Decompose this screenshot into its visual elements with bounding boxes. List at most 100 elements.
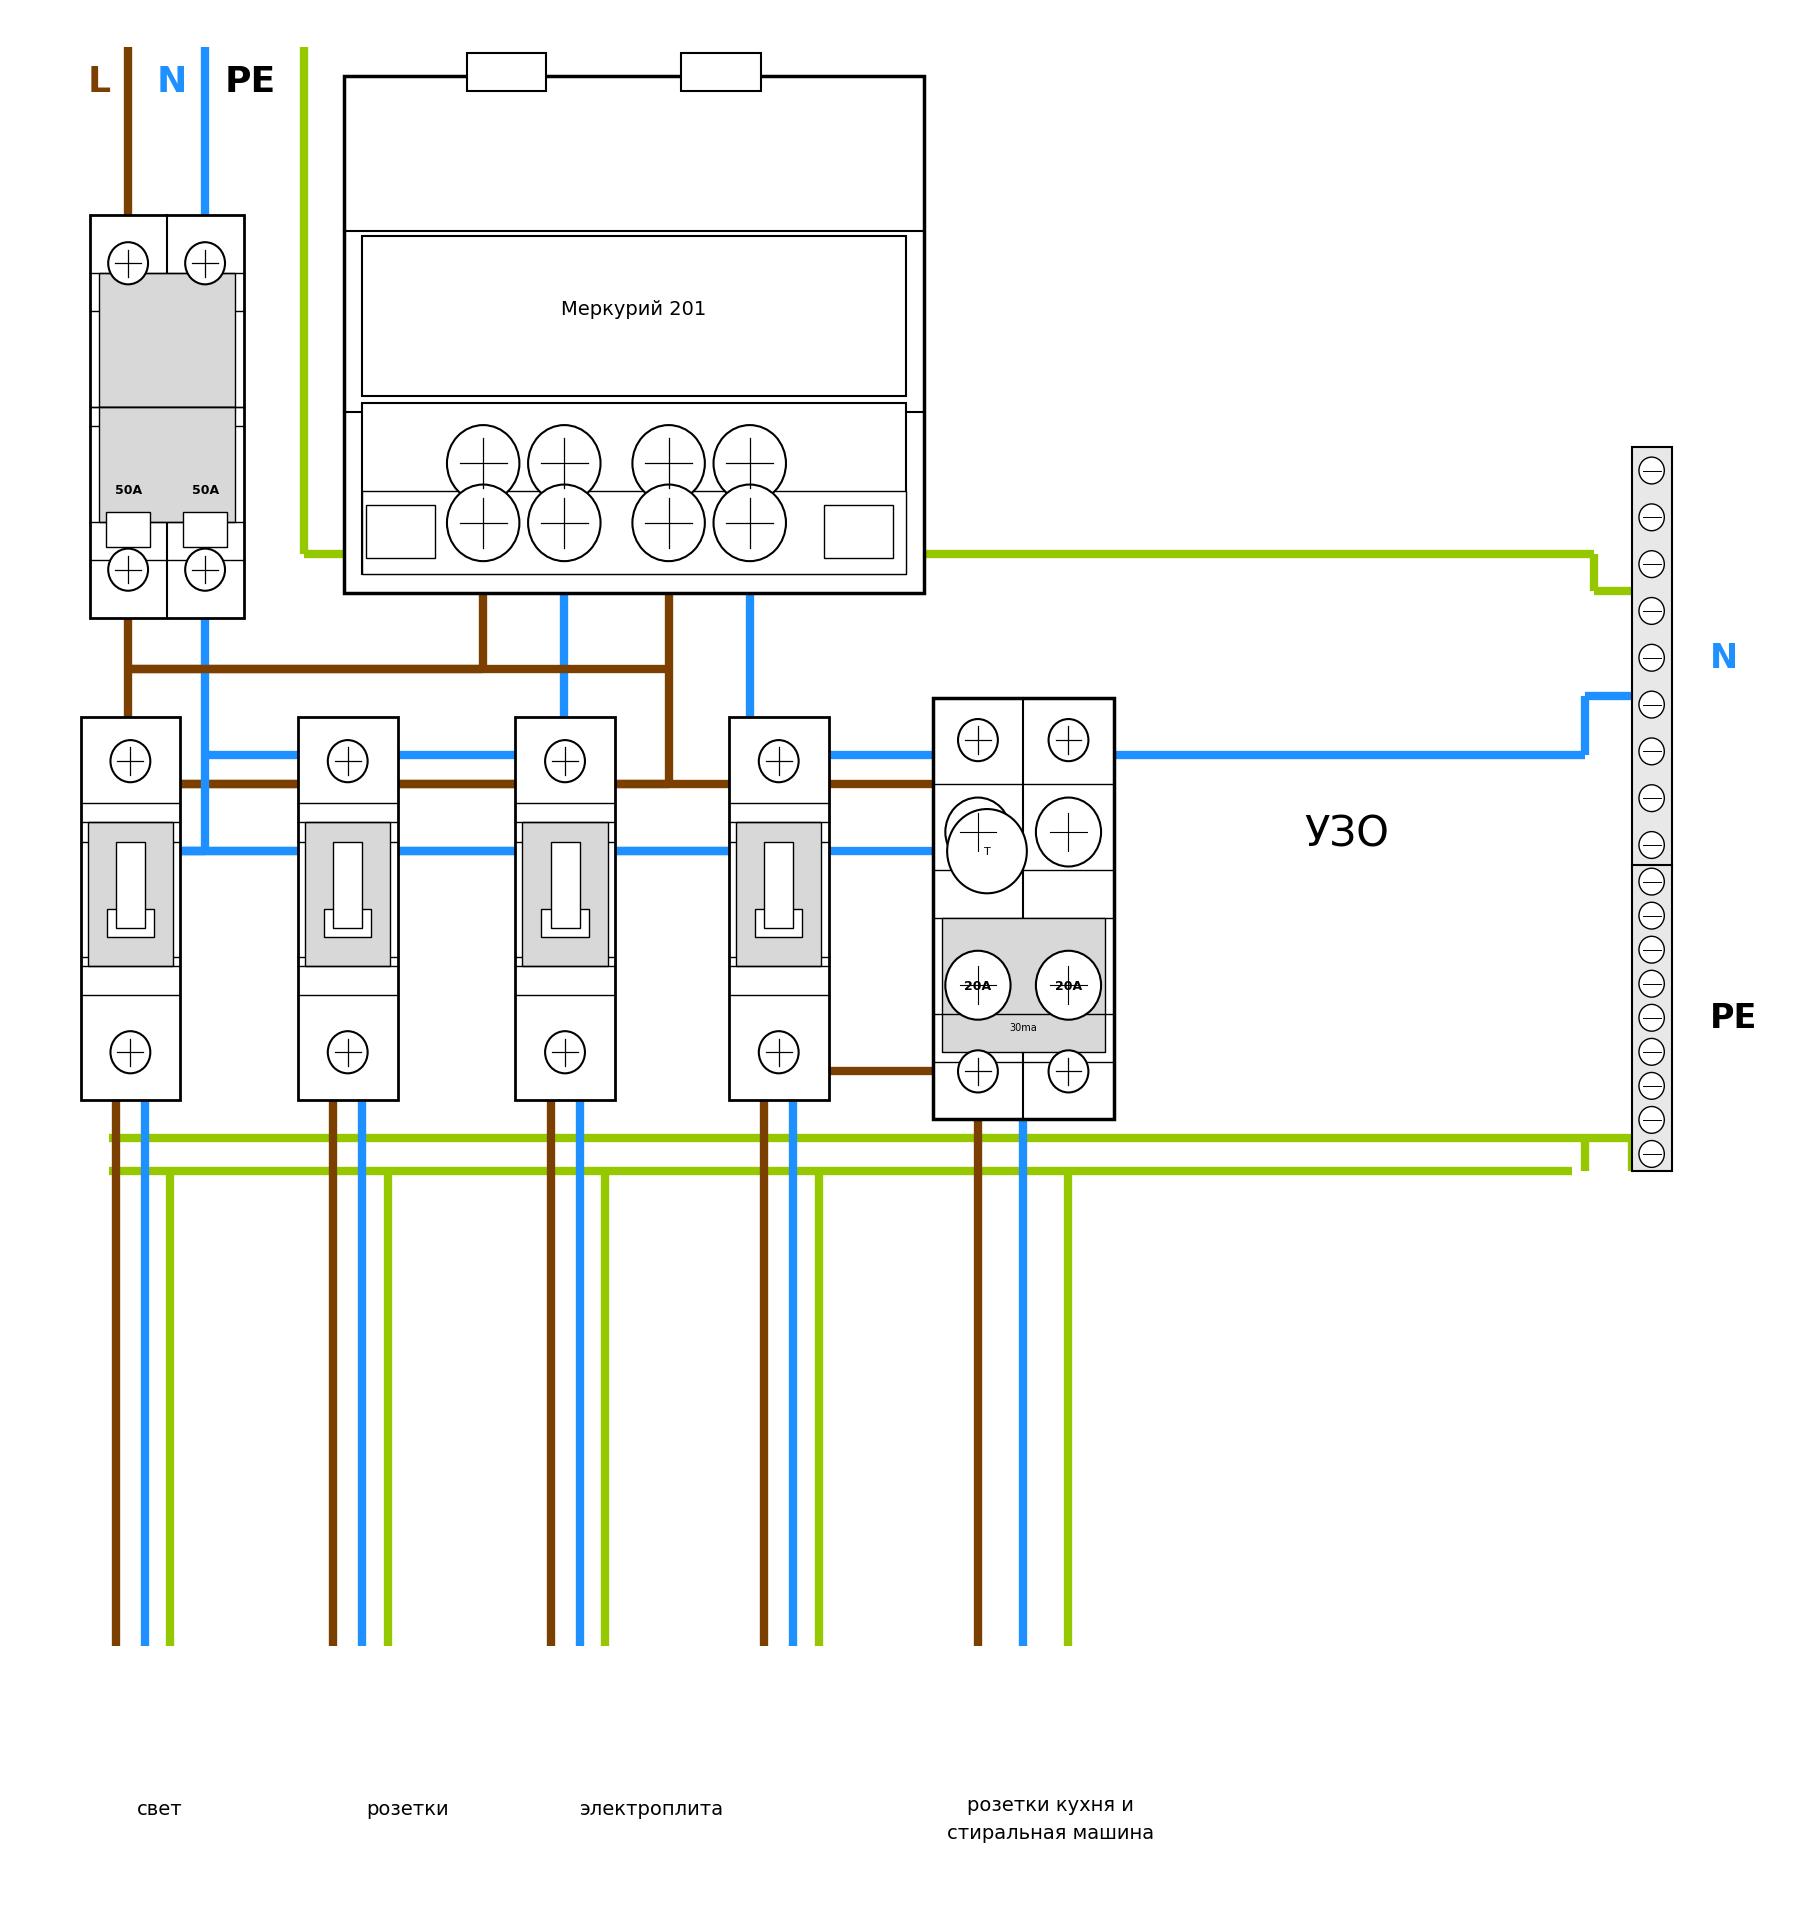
Circle shape <box>1639 869 1664 896</box>
Circle shape <box>1639 970 1664 997</box>
Text: 16A: 16A <box>335 884 360 896</box>
Circle shape <box>759 741 799 783</box>
Text: PE: PE <box>1710 1001 1757 1035</box>
Text: N: N <box>1710 641 1739 676</box>
Circle shape <box>1639 691 1664 718</box>
Text: Меркурий 201: Меркурий 201 <box>561 300 706 318</box>
Circle shape <box>1639 645 1664 672</box>
Circle shape <box>714 486 786 563</box>
Text: 16A: 16A <box>766 884 791 896</box>
Circle shape <box>447 486 520 563</box>
Circle shape <box>328 741 368 783</box>
Text: УЗО: УЗО <box>1304 813 1389 856</box>
Circle shape <box>545 1032 585 1074</box>
Circle shape <box>958 1051 998 1093</box>
Bar <box>304 823 391 967</box>
Circle shape <box>632 427 704 503</box>
Circle shape <box>1639 903 1664 930</box>
Circle shape <box>1639 739 1664 766</box>
Text: 50A: 50A <box>192 484 219 496</box>
Circle shape <box>1639 785 1664 812</box>
Bar <box>551 842 580 928</box>
Bar <box>89 216 243 618</box>
Bar <box>107 909 154 938</box>
Circle shape <box>1639 599 1664 626</box>
Text: PE: PE <box>225 65 275 100</box>
Circle shape <box>1639 936 1664 963</box>
Bar <box>324 909 371 938</box>
Circle shape <box>1639 1039 1664 1066</box>
Circle shape <box>529 486 601 563</box>
Circle shape <box>1639 551 1664 578</box>
Circle shape <box>185 549 225 591</box>
Text: 10A: 10A <box>118 884 143 896</box>
Circle shape <box>1639 833 1664 859</box>
Circle shape <box>1639 1106 1664 1133</box>
Bar <box>344 77 924 593</box>
Bar <box>755 909 802 938</box>
Text: 50A: 50A <box>114 484 141 496</box>
Text: T: T <box>983 846 991 857</box>
Bar <box>522 823 607 967</box>
Circle shape <box>714 427 786 503</box>
Circle shape <box>1049 1051 1088 1093</box>
Circle shape <box>109 243 149 285</box>
Circle shape <box>109 549 149 591</box>
Text: N: N <box>158 65 187 100</box>
Circle shape <box>759 1032 799 1074</box>
Bar <box>735 823 820 967</box>
Circle shape <box>945 798 1011 867</box>
Circle shape <box>947 810 1027 894</box>
Bar <box>116 842 145 928</box>
Circle shape <box>1036 951 1101 1020</box>
Text: свет: свет <box>136 1799 183 1818</box>
Bar <box>98 408 235 523</box>
Circle shape <box>529 427 601 503</box>
Text: электроплита: электроплита <box>580 1799 724 1818</box>
Bar <box>183 513 226 547</box>
Bar <box>824 505 893 559</box>
Bar <box>514 718 614 1101</box>
Bar <box>297 718 398 1101</box>
Bar <box>362 237 906 396</box>
Circle shape <box>110 1032 150 1074</box>
Text: 30ma: 30ma <box>1009 1022 1038 1034</box>
Circle shape <box>958 720 998 762</box>
Bar <box>681 54 761 92</box>
Circle shape <box>632 486 704 563</box>
Circle shape <box>545 741 585 783</box>
Text: розетки кухня и
стиральная машина: розетки кухня и стиральная машина <box>947 1795 1154 1841</box>
Circle shape <box>110 741 150 783</box>
Circle shape <box>1639 505 1664 532</box>
Bar <box>98 274 235 408</box>
Circle shape <box>1639 1074 1664 1101</box>
Text: 32A: 32A <box>552 884 578 896</box>
Text: 20A: 20A <box>1056 980 1081 991</box>
Bar <box>80 718 181 1101</box>
Circle shape <box>945 951 1011 1020</box>
Circle shape <box>1639 457 1664 484</box>
Circle shape <box>328 1032 368 1074</box>
Bar <box>764 842 793 928</box>
Circle shape <box>1639 1005 1664 1032</box>
Bar <box>1632 865 1672 1171</box>
Bar <box>87 823 174 967</box>
Bar <box>107 513 150 547</box>
Text: розетки: розетки <box>366 1799 449 1818</box>
Circle shape <box>1049 720 1088 762</box>
Text: L: L <box>89 65 110 100</box>
Circle shape <box>447 427 520 503</box>
Bar <box>541 909 589 938</box>
Bar <box>933 699 1114 1120</box>
Bar <box>366 505 435 559</box>
Bar <box>728 718 829 1101</box>
Circle shape <box>1036 798 1101 867</box>
Bar <box>1632 448 1672 869</box>
Circle shape <box>1639 1141 1664 1168</box>
Bar <box>333 842 362 928</box>
Circle shape <box>185 243 225 285</box>
Bar <box>942 919 1105 1053</box>
Text: 20A: 20A <box>965 980 991 991</box>
Bar <box>362 404 906 574</box>
Bar <box>467 54 547 92</box>
